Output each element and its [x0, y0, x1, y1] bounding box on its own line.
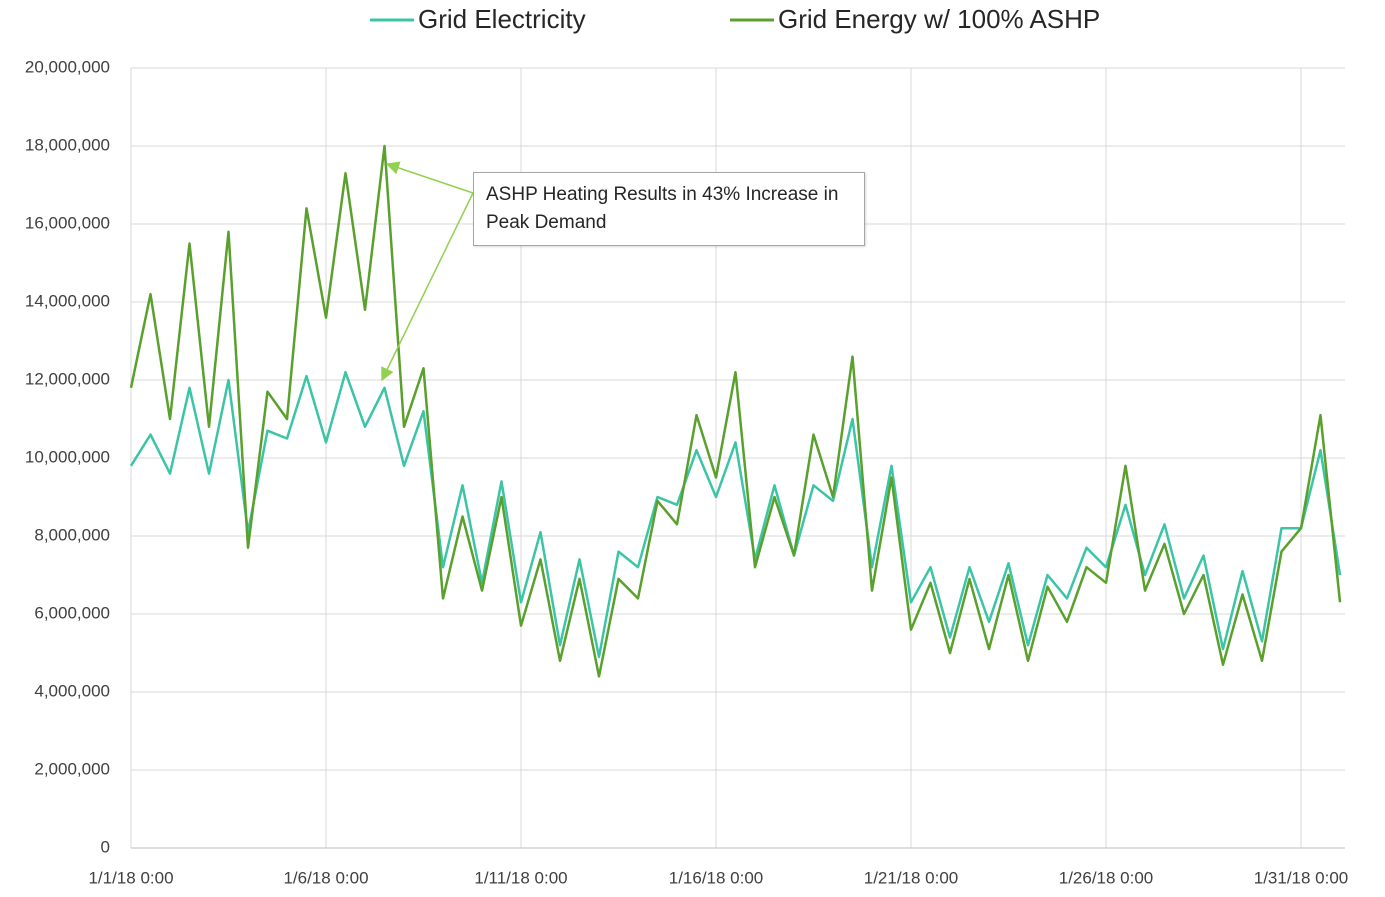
x-tick-label: 1/1/18 0:00 — [88, 868, 173, 887]
legend-label: Grid Electricity — [418, 4, 586, 34]
series-line — [129, 144, 1342, 678]
y-tick-label: 20,000,000 — [25, 57, 110, 76]
x-tick-label: 1/21/18 0:00 — [864, 868, 959, 887]
x-tick-label: 1/16/18 0:00 — [669, 868, 764, 887]
y-tick-label: 16,000,000 — [25, 213, 110, 232]
x-tick-label: 1/6/18 0:00 — [283, 868, 368, 887]
annotation-arrow — [381, 192, 474, 382]
annotation-arrow — [385, 161, 474, 194]
y-tick-label: 8,000,000 — [34, 525, 110, 544]
y-tick-label: 4,000,000 — [34, 681, 110, 700]
y-tick-label: 18,000,000 — [25, 135, 110, 154]
y-tick-label: 10,000,000 — [25, 447, 110, 466]
y-tick-label: 12,000,000 — [25, 369, 110, 388]
y-tick-label: 0 — [101, 837, 110, 856]
x-tick-label: 1/31/18 0:00 — [1254, 868, 1349, 887]
plot: 0 2,000,000 4,000,000 6,000,000 8,000,000 10,… — [25, 4, 1348, 888]
legend-label: Grid Energy w/ 100% ASHP — [778, 4, 1100, 34]
x-tick-label: 1/11/18 0:00 — [474, 868, 567, 887]
x-tick-label: 1/26/18 0:00 — [1059, 868, 1154, 887]
y-tick-label: 2,000,000 — [34, 759, 110, 778]
y-tick-label: 14,000,000 — [25, 291, 110, 310]
annotation: ASHP Heating Results in 43% Increase in … — [473, 172, 865, 246]
y-tick-label: 6,000,000 — [34, 603, 110, 622]
